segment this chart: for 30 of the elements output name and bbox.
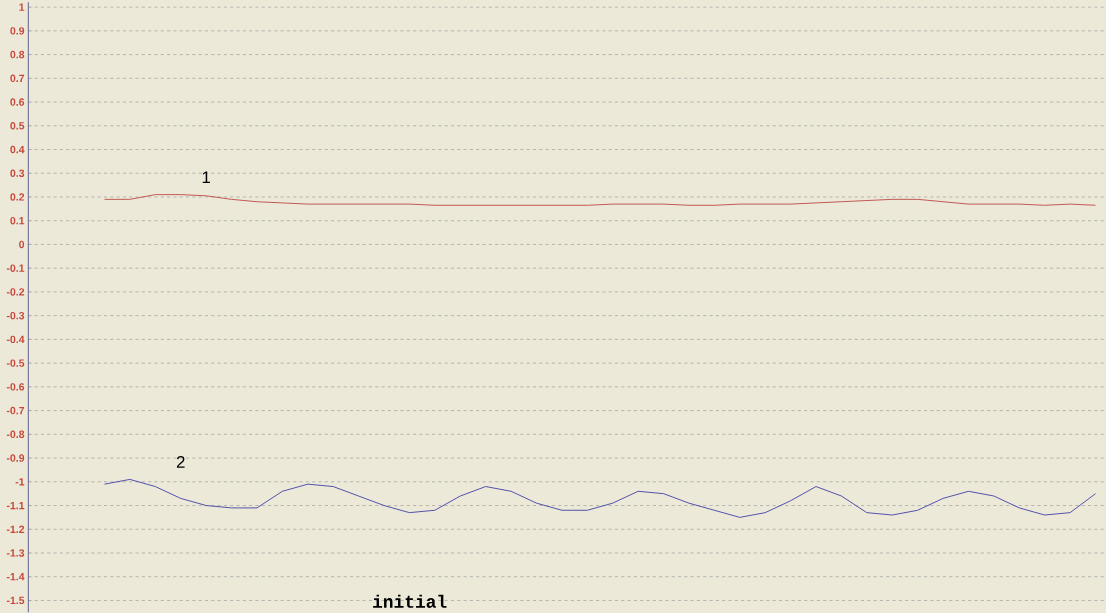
y-tick-label: -0.9: [6, 454, 25, 462]
y-tick-label: 0.8: [10, 50, 25, 59]
annotation: 1: [202, 171, 210, 183]
y-tick-label: -0.2: [6, 288, 25, 296]
annotation: initial: [373, 594, 447, 608]
y-tick-label: -0.6: [6, 383, 25, 391]
y-tick-label: 0.5: [10, 122, 25, 130]
y-tick-label: 0.4: [10, 145, 25, 154]
y-tick-label: 0.7: [10, 74, 25, 83]
y-tick-label: 0.9: [10, 27, 25, 35]
y-tick-label: -0.1: [6, 264, 25, 272]
line-series: [104, 478, 1096, 518]
y-tick-label: 0.3: [10, 169, 25, 177]
y-tick-label: -0.4: [6, 335, 25, 344]
y-tick-label: 0: [19, 240, 25, 249]
y-tick-label: -1.1: [6, 501, 25, 510]
y-tick-label: -0.3: [6, 311, 25, 320]
y-tick-label: -0.7: [6, 406, 25, 415]
y-tick-label: 0.6: [10, 98, 25, 106]
y-tick-label: -1.2: [6, 525, 25, 533]
y-tick-label: -0.8: [6, 430, 25, 439]
y-tick-label: -1.4: [6, 573, 25, 581]
y-tick-label: -0.5: [6, 359, 25, 367]
y-tick-label: -1.5: [6, 596, 25, 605]
y-tick-label: 0.1: [10, 217, 25, 225]
y-tick-label: -1.3: [6, 549, 25, 557]
y-tick-label: 0.2: [10, 193, 25, 201]
y-tick-label: -1: [15, 478, 25, 486]
y-tick-label: 1: [19, 3, 25, 11]
annotation: 2: [176, 456, 185, 468]
